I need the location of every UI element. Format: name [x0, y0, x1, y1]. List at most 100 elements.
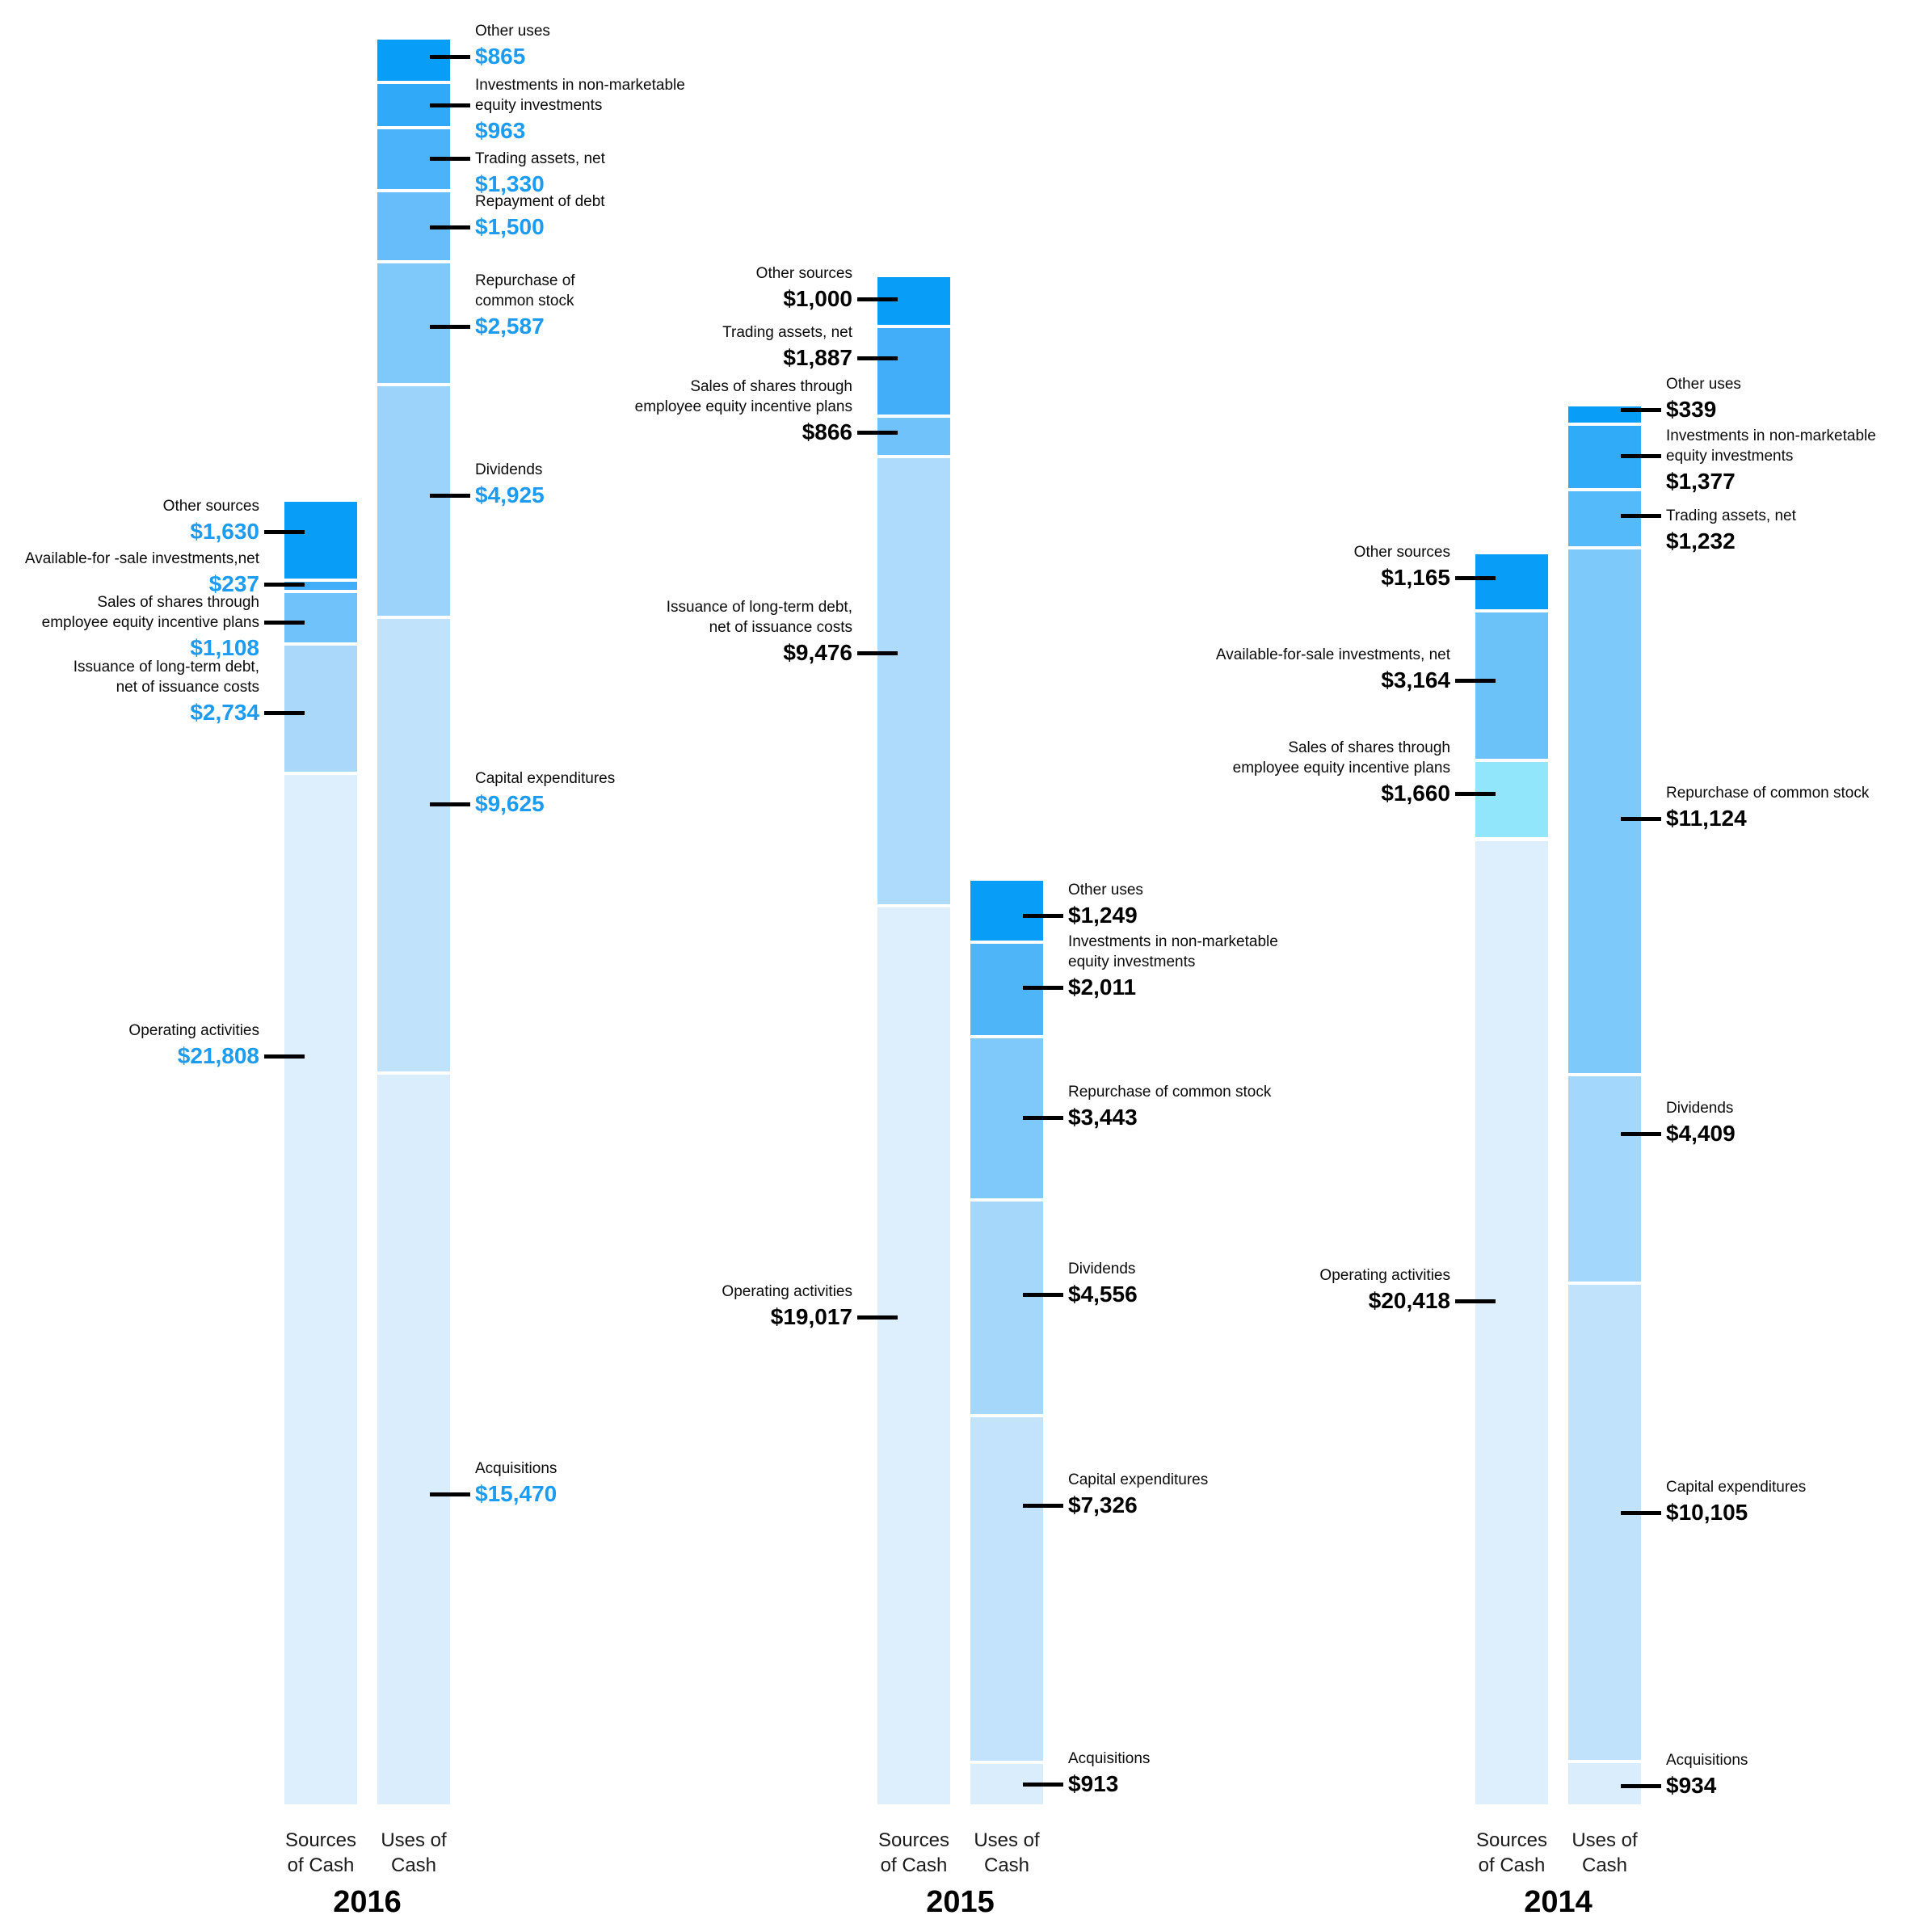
sources-segment: [284, 579, 357, 590]
sources-segment: [1475, 554, 1548, 609]
callout-tick: [1621, 817, 1661, 821]
callout-tick: [430, 103, 470, 107]
annotation-label: Available-for -sale investments,net: [24, 550, 259, 567]
callout-tick: [430, 325, 470, 329]
callout-tick: [1621, 514, 1661, 518]
annotation-label: Capital expenditures: [1068, 1471, 1209, 1488]
annotation-label: Dividends: [475, 461, 543, 478]
annotation-label: Other sources: [162, 498, 259, 515]
callout-tick: [857, 431, 898, 435]
annotation-value: $1,887: [783, 345, 852, 370]
year-label: 2015: [926, 1885, 995, 1919]
annotation-value: $4,556: [1068, 1282, 1138, 1307]
callout-tick: [1621, 408, 1661, 412]
annotation-value: $21,808: [177, 1043, 259, 1068]
uses-segment: [1568, 1072, 1641, 1282]
annotation-value: $1,500: [475, 214, 545, 239]
callout-tick: [1455, 679, 1496, 683]
annotation-value: $19,017: [770, 1304, 852, 1329]
segment-annotation: Repurchase of common stock $11,124: [1666, 783, 1869, 831]
annotation-label: Investments in non-marketable: [1068, 933, 1278, 950]
uses-segment: [377, 40, 450, 81]
uses-segment: [377, 1071, 450, 1804]
annotation-value: $3,443: [1068, 1105, 1138, 1130]
segment-annotation: Investments in non-marketable equity inve…: [1068, 932, 1278, 1000]
annotation-value: $237: [208, 571, 259, 596]
callout-tick: [430, 225, 470, 229]
annotation-label: Dividends: [1068, 1261, 1136, 1277]
annotation-label: employee equity incentive plans: [41, 614, 259, 631]
annotation-value: $4,925: [475, 482, 545, 507]
segment-annotation: Dividends $4,409: [1666, 1098, 1736, 1147]
sources-segment: [1475, 759, 1548, 838]
sources-segment: [284, 772, 357, 1804]
annotation-value: $1,165: [1381, 565, 1450, 590]
annotation-value: $339: [1666, 397, 1717, 422]
sources-segment: [1475, 608, 1548, 760]
segment-annotation: Sales of shares through employee equity i…: [42, 592, 259, 661]
annotation-label: Capital expenditures: [475, 770, 616, 787]
annotation-label: Repurchase of common stock: [1666, 785, 1870, 802]
annotation-value: $2,587: [475, 314, 545, 339]
callout-tick: [1455, 576, 1496, 580]
year-label: 2014: [1524, 1885, 1593, 1919]
segment-annotation: Operating activities $21,808: [128, 1021, 259, 1069]
annotation-value: $11,124: [1666, 806, 1747, 831]
segment-annotation: Repayment of debt $1,500: [475, 192, 605, 240]
annotation-value: $9,476: [783, 640, 852, 665]
segment-annotation: Issuance of long-term debt, net of issuan…: [74, 657, 259, 726]
uses-segment: [377, 616, 450, 1072]
annotation-label: Other uses: [475, 23, 550, 40]
annotation-label: net of issuance costs: [709, 619, 852, 636]
callout-tick: [857, 651, 898, 655]
sources-segment: [877, 324, 950, 415]
segment-annotation: Other sources $1,000: [756, 263, 852, 312]
annotation-label: Trading assets, net: [1666, 507, 1796, 524]
annotation-value: $1,377: [1666, 469, 1736, 494]
annotation-value: $1,232: [1666, 528, 1736, 554]
segment-annotation: Acquisitions $913: [1068, 1749, 1150, 1797]
callout-tick: [264, 530, 305, 534]
segment-annotation: Investments in non-marketable equity inve…: [475, 75, 685, 144]
annotation-value: $15,470: [475, 1481, 557, 1506]
uses-segment: [377, 189, 450, 261]
callout-tick: [264, 711, 305, 715]
annotation-label: equity investments: [475, 97, 603, 114]
callout-tick: [1023, 1504, 1063, 1508]
segment-annotation: Trading assets, net $1,232: [1666, 506, 1796, 554]
segment-annotation: Sales of shares through employee equity i…: [1233, 738, 1450, 806]
callout-tick: [264, 1054, 305, 1059]
uses-segment: [970, 1414, 1043, 1762]
segment-annotation: Available-for-sale investments, net $3,16…: [1216, 645, 1450, 693]
annotation-label: Operating activities: [128, 1022, 259, 1039]
year-label: 2016: [333, 1885, 402, 1919]
annotation-value: $10,105: [1666, 1500, 1748, 1525]
annotation-label: Other uses: [1666, 376, 1741, 393]
axis-label-sources: Sources of Cash: [877, 1829, 950, 1876]
annotation-value: $20,418: [1368, 1288, 1450, 1313]
annotation-label: Sales of shares through: [1288, 739, 1450, 756]
callout-tick: [1621, 1132, 1661, 1136]
callout-tick: [430, 494, 470, 498]
callout-tick: [264, 583, 305, 587]
annotation-label: Dividends: [1666, 1100, 1734, 1117]
annotation-value: $1,660: [1381, 781, 1450, 806]
annotation-value: $1,000: [783, 286, 852, 311]
annotation-value: $865: [475, 44, 526, 69]
annotation-label: Acquisitions: [1666, 1752, 1748, 1769]
segment-annotation: Trading assets, net $1,887: [722, 322, 852, 371]
segment-annotation: Capital expenditures $9,625: [475, 768, 615, 817]
annotation-label: net of issuance costs: [116, 679, 259, 696]
callout-tick: [857, 356, 898, 360]
segment-annotation: Acquisitions $934: [1666, 1750, 1748, 1799]
annotation-value: $963: [475, 118, 526, 143]
callout-tick: [1023, 986, 1063, 990]
segment-annotation: Other sources $1,630: [163, 496, 259, 545]
callout-tick: [430, 802, 470, 806]
annotation-value: $4,409: [1666, 1121, 1736, 1146]
callout-tick: [1023, 1116, 1063, 1120]
annotation-label: Operating activities: [1319, 1267, 1450, 1284]
annotation-value: $1,330: [475, 171, 545, 196]
segment-annotation: Repurchase of common stock $3,443: [1068, 1082, 1271, 1130]
annotation-label: Operating activities: [722, 1283, 852, 1300]
